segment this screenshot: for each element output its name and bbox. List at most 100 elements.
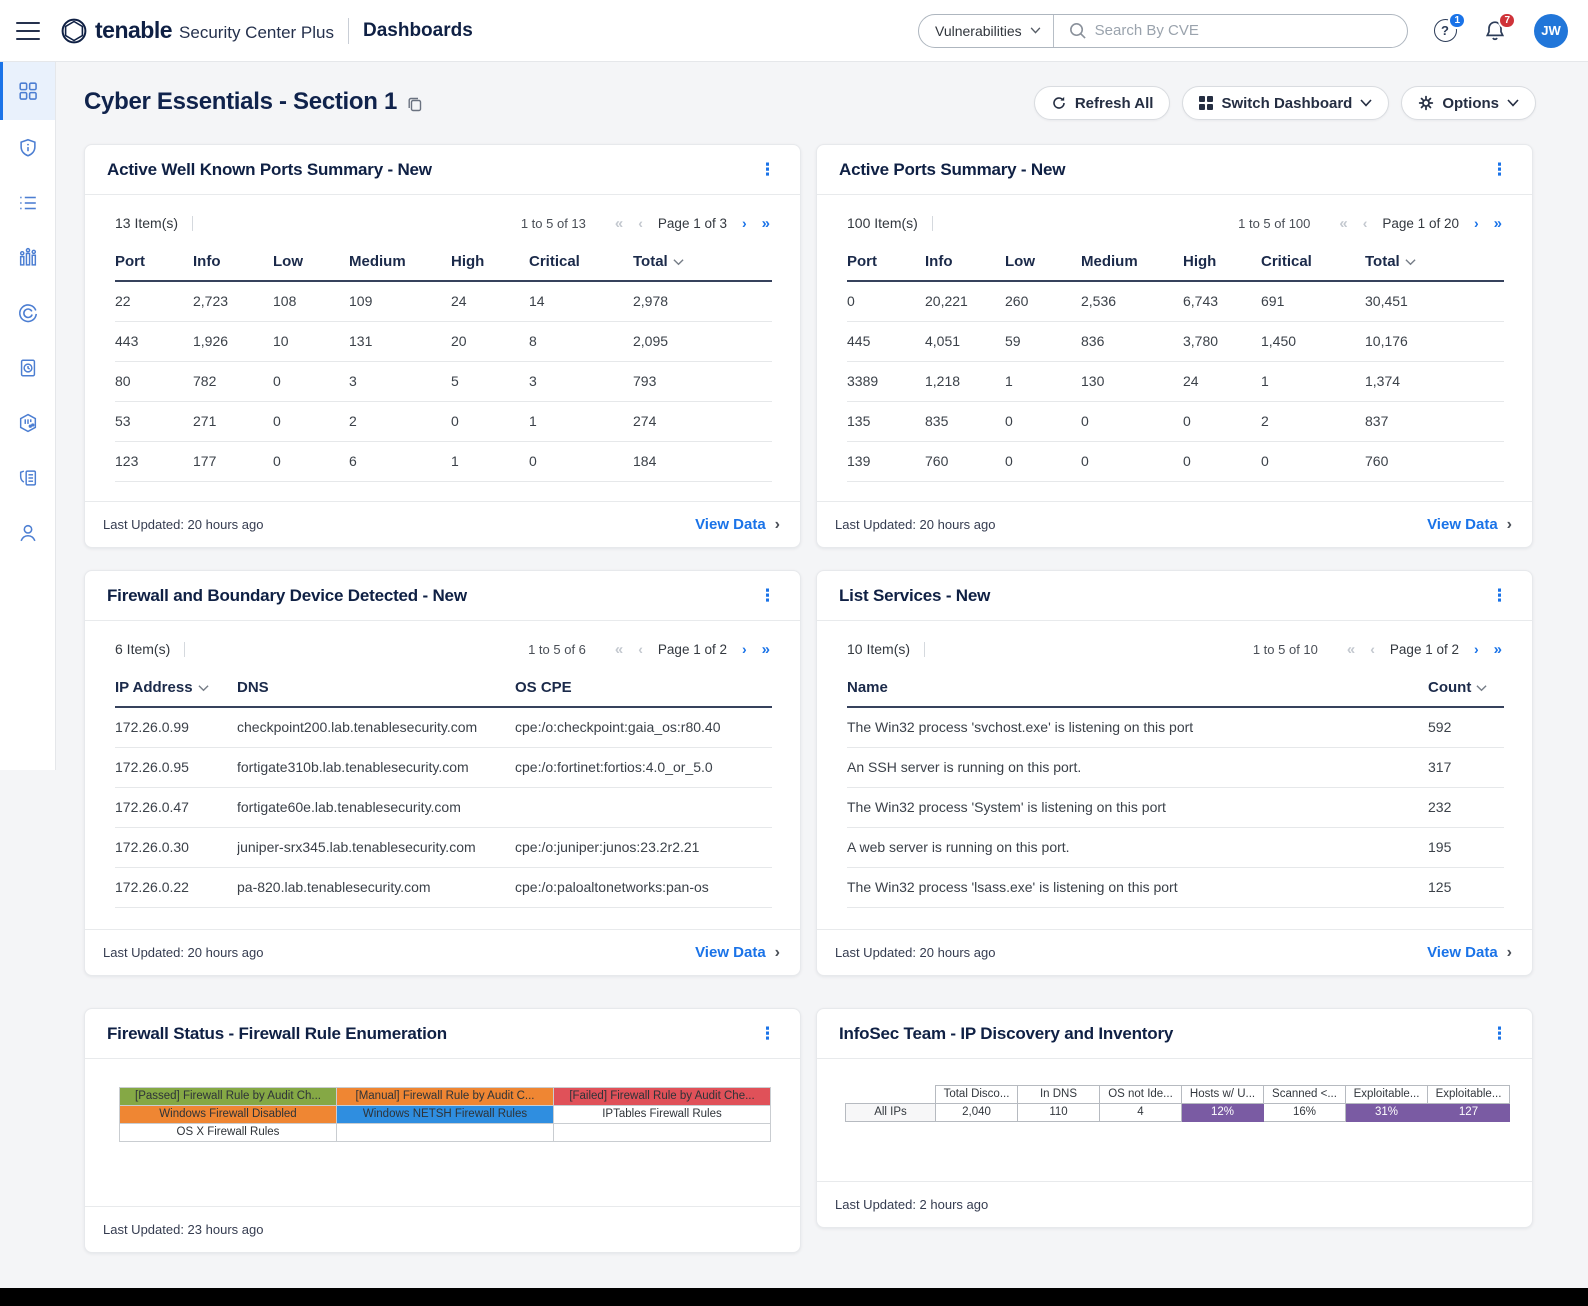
col-total-sort[interactable]: Total (633, 245, 772, 282)
cell-netsh-rules[interactable]: Windows NETSH Firewall Rules (336, 1105, 554, 1124)
col-ip-sort[interactable]: IP Address (115, 671, 237, 708)
cell-low: 0 (1005, 401, 1081, 442)
cell-total: 274 (633, 401, 772, 442)
cell-exploitable-count[interactable]: 127 (1427, 1103, 1510, 1122)
notifications-button[interactable]: 7 (1482, 11, 1516, 44)
widget-menu-icon[interactable]: ⋮ (1491, 586, 1508, 605)
cell-info-link[interactable]: 2,723 (193, 281, 273, 322)
cell-dns: pa-820.lab.tenablesecurity.com (237, 867, 515, 908)
hamburger-menu-icon[interactable] (16, 21, 40, 40)
table-row: 172.26.0.47 fortigate60e.lab.tenablesecur… (115, 787, 772, 828)
sidebar-item-reports[interactable] (0, 340, 55, 395)
cell-total: 837 (1365, 401, 1504, 442)
cell-info-link[interactable]: 271 (193, 401, 273, 442)
next-page-icon[interactable]: › (1473, 215, 1479, 231)
cell-os-not-identified[interactable]: 4 (1099, 1103, 1182, 1122)
cell-info-link[interactable]: 835 (925, 401, 1005, 442)
search-input[interactable] (1094, 22, 1407, 39)
cell-high: 20 (451, 321, 529, 362)
last-page-icon[interactable]: » (1493, 640, 1502, 658)
cell-total-discovered[interactable]: 2,040 (935, 1103, 1018, 1122)
view-data-link[interactable]: View Data › (1427, 516, 1512, 534)
col-critical: Critical (1261, 245, 1365, 282)
first-page-icon[interactable]: « (614, 214, 624, 232)
sidebar-item-users[interactable] (0, 505, 55, 560)
col-total-label: Total (633, 253, 668, 270)
widget-menu-icon[interactable]: ⋮ (759, 160, 776, 179)
cell-info-link[interactable]: 1,926 (193, 321, 273, 362)
sidebar-item-dashboards[interactable] (0, 62, 55, 120)
widget-menu-icon[interactable]: ⋮ (1491, 1024, 1508, 1043)
cell-info-link[interactable]: 1,218 (925, 361, 1005, 402)
cell-exploitable-pct[interactable]: 31% (1345, 1103, 1428, 1122)
last-page-icon[interactable]: » (761, 640, 770, 658)
table-row: 139 760 0 0 0 0 760 (847, 441, 1504, 482)
col-low: Low (1005, 245, 1081, 282)
table-row: 123 177 0 6 1 0 184 (115, 441, 772, 482)
cell-scanned[interactable]: 16% (1263, 1103, 1346, 1122)
sidebar-item-analytics[interactable] (0, 230, 55, 285)
cell-medium: 130 (1081, 361, 1183, 402)
cell-name: The Win32 process 'System' is listening … (847, 787, 1428, 828)
col-info: Info (193, 245, 273, 282)
last-page-icon[interactable]: » (1493, 214, 1502, 232)
sidebar-item-policies[interactable] (0, 450, 55, 505)
cell-low: 1 (1005, 361, 1081, 402)
cell-hosts-with-u[interactable]: 12% (1181, 1103, 1264, 1122)
avatar[interactable]: JW (1534, 13, 1568, 48)
widget-menu-icon[interactable]: ⋮ (759, 1024, 776, 1043)
cell-info-link[interactable]: 760 (925, 441, 1005, 482)
cell-medium: 0 (1081, 441, 1183, 482)
cell-iptables-rules[interactable]: IPTables Firewall Rules (553, 1105, 771, 1124)
cell-info-link[interactable]: 782 (193, 361, 273, 402)
col-total-sort[interactable]: Total (1365, 245, 1504, 282)
cell-info-link[interactable]: 4,051 (925, 321, 1005, 362)
sidebar-item-assets[interactable] (0, 395, 55, 450)
prev-page-icon[interactable]: ‹ (1362, 215, 1368, 231)
help-button[interactable]: ? 1 (1432, 11, 1466, 44)
chevron-right-icon: › (1506, 515, 1512, 533)
first-page-icon[interactable]: « (614, 640, 624, 658)
prev-page-icon[interactable]: ‹ (638, 641, 643, 657)
prev-page-icon[interactable]: ‹ (1370, 641, 1375, 657)
widget-menu-icon[interactable]: ⋮ (1491, 160, 1508, 179)
sidebar-item-vulnerabilities[interactable] (0, 120, 55, 175)
cell-count: 232 (1428, 787, 1504, 828)
search-scope-label: Vulnerabilities (935, 22, 1022, 39)
cell-osx-rules[interactable]: OS X Firewall Rules (119, 1123, 337, 1142)
cell-low: 0 (273, 401, 349, 442)
cell-manual-rules[interactable]: [Manual] Firewall Rule by Audit C... (336, 1087, 554, 1106)
cell-info-link[interactable]: 177 (193, 441, 273, 482)
view-data-link[interactable]: View Data › (695, 516, 780, 534)
first-page-icon[interactable]: « (1346, 640, 1356, 658)
cell-info-link[interactable]: 20,221 (925, 281, 1005, 322)
switch-dashboard-button[interactable]: Switch Dashboard (1182, 86, 1390, 120)
last-page-icon[interactable]: » (761, 214, 770, 232)
cell-port: 53 (115, 401, 193, 442)
cell-in-dns[interactable]: 110 (1017, 1103, 1100, 1122)
next-page-icon[interactable]: › (741, 641, 747, 657)
refresh-all-button[interactable]: Refresh All (1033, 86, 1171, 120)
table-header-row: Port Info Low Medium High Critical Total (847, 245, 1504, 282)
last-updated: Last Updated: 2 hours ago (835, 1197, 989, 1212)
prev-page-icon[interactable]: ‹ (638, 215, 643, 231)
view-data-link[interactable]: View Data › (695, 944, 780, 962)
cell-port: 22 (115, 281, 193, 322)
sidebar-item-findings[interactable] (0, 175, 55, 230)
copy-icon[interactable] (407, 96, 423, 112)
next-page-icon[interactable]: › (741, 215, 747, 231)
cell-port: 445 (847, 321, 925, 362)
sidebar-item-scans[interactable] (0, 285, 55, 340)
widget-menu-icon[interactable]: ⋮ (759, 586, 776, 605)
options-button[interactable]: Options (1401, 86, 1536, 120)
col-count-sort[interactable]: Count (1428, 671, 1504, 708)
cell-windows-firewall-disabled[interactable]: Windows Firewall Disabled (119, 1105, 337, 1124)
search-scope-dropdown[interactable]: Vulnerabilities (919, 15, 1053, 47)
next-page-icon[interactable]: › (1473, 641, 1479, 657)
cell-port: 123 (115, 441, 193, 482)
first-page-icon[interactable]: « (1339, 214, 1348, 232)
cell-failed-rules[interactable]: [Failed] Firewall Rule by Audit Che... (553, 1087, 771, 1106)
view-data-link[interactable]: View Data › (1427, 944, 1512, 962)
cell-critical: 1 (529, 401, 633, 442)
cell-passed-rules[interactable]: [Passed] Firewall Rule by Audit Ch... (119, 1087, 337, 1106)
